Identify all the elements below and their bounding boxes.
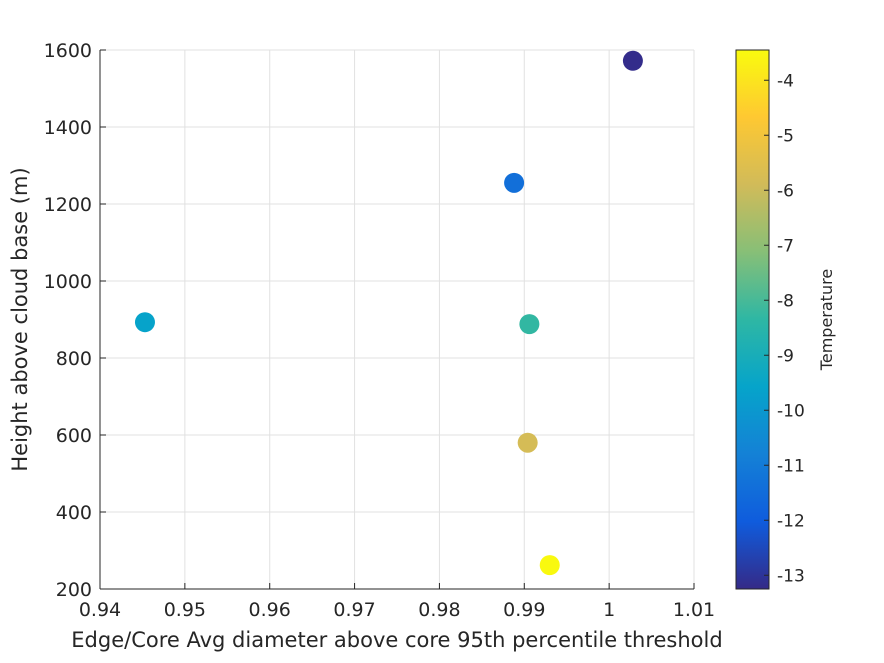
- colorbar-tick-label: -9: [777, 346, 794, 366]
- colorbar-tick-label: -13: [777, 566, 805, 586]
- y-tick-label: 200: [56, 579, 92, 601]
- y-tick-label: 1000: [44, 271, 92, 293]
- y-axis-label: Height above cloud base (m): [8, 167, 32, 471]
- scatter-point: [517, 432, 538, 453]
- colorbar-frame: [735, 49, 770, 590]
- y-tick-label: 800: [56, 348, 92, 370]
- colorbar: -4 -5 -6 -7 -8 -9 -10 -11 -12 -13 Temperature: [735, 49, 836, 590]
- plot-area: 0.94 0.95 0.96 0.97 0.98 0.99 1 1.01 200 400 600 80…: [8, 40, 723, 652]
- x-tick-label: 0.99: [503, 599, 545, 621]
- colorbar-tick-label: -5: [777, 126, 794, 146]
- x-tick-label: 0.94: [79, 599, 121, 621]
- colorbar-tick-label: -7: [777, 236, 794, 256]
- x-tick-label: 0.97: [333, 599, 375, 621]
- colorbar-tick-label: -8: [777, 291, 794, 311]
- scatter-point: [539, 555, 560, 576]
- y-tick-label: 1400: [44, 117, 92, 139]
- x-tick-label: 1: [603, 599, 615, 621]
- y-tick-label: 1200: [44, 194, 92, 216]
- colorbar-tick-label: -10: [777, 401, 805, 421]
- colorbar-tick-label: -11: [777, 456, 805, 476]
- scatter-point: [134, 312, 155, 333]
- colorbar-tick-label: -6: [777, 181, 794, 201]
- colorbar-tick-label: -4: [777, 71, 794, 91]
- colorbar-title: Temperature: [817, 269, 836, 371]
- scatter-point: [504, 172, 525, 193]
- x-tick-label: 0.96: [249, 599, 291, 621]
- scatter-point: [622, 50, 643, 71]
- x-tick-label: 0.95: [164, 599, 206, 621]
- scatter-point: [519, 314, 540, 335]
- x-tick-label: 1.01: [673, 599, 715, 621]
- x-axis-label: Edge/Core Avg diameter above core 95th p…: [71, 628, 722, 652]
- y-tick-label: 1600: [44, 40, 92, 62]
- x-tick-label: 0.98: [418, 599, 460, 621]
- colorbar-gradient: [736, 50, 769, 589]
- y-tick-label: 400: [56, 502, 92, 524]
- y-tick-label: 600: [56, 425, 92, 447]
- colorbar-tick-label: -12: [777, 511, 805, 531]
